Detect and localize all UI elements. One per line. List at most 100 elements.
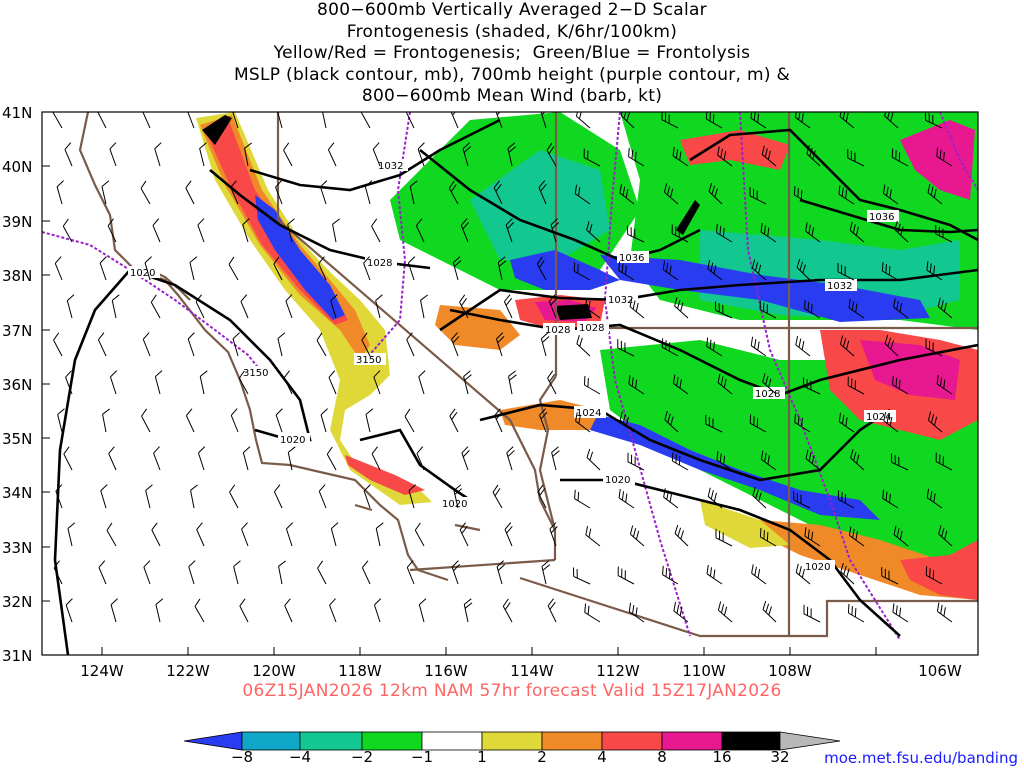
channel-islands-1 (354, 503, 373, 512)
ca-mexico-border (409, 558, 556, 572)
wind-barb (453, 484, 463, 509)
wind-barb (231, 112, 239, 129)
wind-barb (927, 183, 943, 205)
wind-barb (330, 294, 338, 319)
wind-barb (448, 180, 459, 205)
wind-barb (495, 112, 504, 129)
wind-barb (497, 256, 507, 281)
wind-barb (196, 522, 205, 547)
shade-az-blue (580, 410, 880, 520)
wind-barb (707, 487, 723, 509)
wind-barb (375, 522, 384, 547)
wind-barb (505, 218, 515, 243)
wind-barb (629, 297, 645, 319)
wind-barb (583, 376, 601, 395)
wind-barb (109, 370, 118, 395)
wind-barb (573, 262, 591, 281)
wind-barb (847, 149, 865, 167)
wind-barb (461, 446, 470, 471)
wind-barb (318, 484, 327, 509)
wind-barb (795, 336, 811, 357)
wind-barb (893, 525, 909, 547)
mslp-label: 1028 (367, 258, 392, 269)
wind-barb (363, 256, 371, 281)
wind-barb (62, 218, 73, 243)
wind-barb (750, 336, 767, 357)
wind-barb (56, 180, 64, 205)
wind-barb (330, 522, 339, 547)
wind-barb (187, 332, 195, 357)
wind-barb (936, 602, 953, 623)
wind-barb (199, 370, 208, 395)
wind-barb (52, 112, 63, 129)
wind-barb (705, 415, 723, 433)
wind-barb (493, 180, 503, 205)
wind-barb (327, 142, 337, 167)
wind-barb (538, 180, 547, 205)
wind-barb (618, 489, 635, 509)
wind-barb (195, 294, 205, 319)
wind-barb (628, 147, 645, 167)
wind-barb (285, 522, 294, 547)
wind-barb (63, 446, 73, 471)
wind-barb (574, 489, 591, 509)
shade-greatbasin-blue (510, 250, 620, 290)
wind-barb (714, 301, 733, 319)
wind-barb (504, 522, 513, 547)
height-contour-ne (939, 112, 978, 191)
wind-barb (151, 522, 161, 547)
wind-barb (189, 256, 198, 281)
lat-axis: 41N 40N 39N 38N 37N 36N 35N 34N 33N 32N … (2, 104, 50, 665)
colorbar-box (481, 731, 543, 751)
wind-barb (319, 180, 328, 205)
mslp-label: 1036 (619, 253, 644, 264)
lat-label: 40N (2, 158, 32, 176)
wind-barb (277, 332, 286, 357)
wind-barb (663, 488, 679, 509)
wind-barb (417, 142, 425, 167)
wind-barb (546, 142, 557, 167)
wind-barb (53, 560, 63, 585)
wind-barb (881, 262, 899, 281)
mslp-label: 1020 (442, 499, 467, 510)
mslp-label: 1032 (378, 161, 403, 172)
wind-barb (626, 225, 645, 243)
wind-barb (451, 560, 461, 585)
mslp-contour-1024 (479, 403, 891, 482)
wind-barb (925, 566, 943, 585)
wind-barb (67, 522, 76, 547)
colorbar-box (541, 731, 603, 751)
lon-label: 106W (918, 662, 962, 680)
wind-barb (586, 221, 601, 243)
wind-barb (892, 375, 909, 395)
lat-label: 36N (2, 376, 32, 394)
lat-label: 35N (2, 430, 32, 448)
wind-barb (762, 600, 777, 623)
wind-barb (882, 184, 899, 205)
wind-barb (584, 603, 601, 623)
wind-barb (926, 488, 943, 509)
shade-utah-black (555, 304, 592, 320)
wind-barb (316, 332, 327, 357)
wind-barb (717, 373, 733, 395)
wind-barb (707, 260, 723, 281)
wind-barb (451, 332, 460, 357)
wind-barb (717, 601, 733, 623)
wind-barb (285, 294, 293, 319)
wind-barb (241, 522, 249, 547)
lon-label: 116W (424, 662, 468, 680)
wind-barb (663, 183, 679, 205)
wind-barb (496, 560, 506, 585)
wind-barb (837, 490, 855, 509)
wind-barb (405, 112, 415, 129)
shade-sierra-black (202, 115, 232, 145)
wind-barb (585, 526, 601, 547)
lat-label: 38N (2, 267, 32, 285)
wind-barb (847, 604, 865, 623)
wind-barb (716, 223, 733, 243)
wind-barb (839, 335, 855, 357)
wind-barb (230, 408, 239, 433)
wind-barb (153, 446, 161, 471)
wind-barb (882, 489, 899, 509)
mslp-label: 1032 (827, 281, 852, 292)
